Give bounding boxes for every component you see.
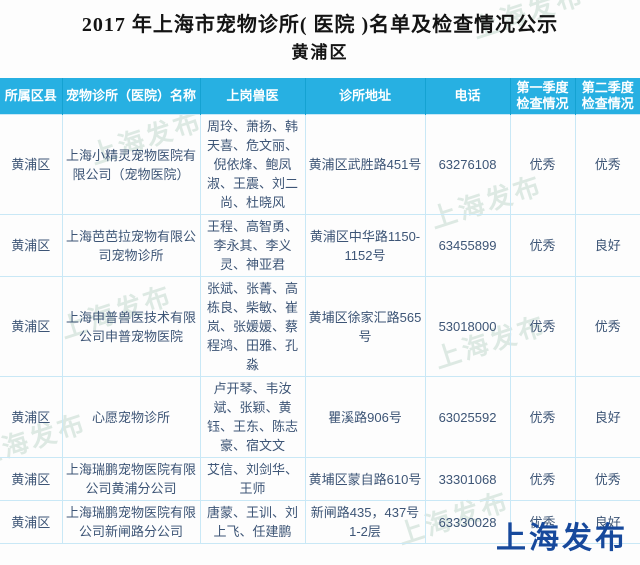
cell-vets: 张斌、张菁、高栋良、柴敏、崔岚、张媛媛、蔡程鸿、田雅、孔淼	[199, 276, 306, 377]
cell-q2: 优秀	[574, 276, 640, 377]
cell-vets: 卢开琴、韦汝斌、张颖、黄钰、王东、陈志豪、宿文文	[199, 376, 306, 458]
title-block: 2017 年上海市宠物诊所( 医院 )名单及检查情况公示 黄浦区	[0, 0, 640, 64]
cell-district: 黄浦区	[0, 500, 63, 544]
cell-address: 黄埔区徐家汇路565号	[304, 276, 426, 377]
cell-address: 黄埔区蒙自路610号	[304, 457, 426, 501]
cell-phone: 63276108	[424, 114, 511, 215]
cell-q1: 优秀	[509, 214, 576, 277]
cell-phone: 63025592	[424, 376, 511, 458]
table-header-row: 所属区县 宠物诊所（医院）名称 上岗兽医 诊所地址 电话 第一季度 检查情况 第…	[0, 78, 640, 115]
cell-q1: 优秀	[509, 457, 576, 501]
header-clinic-name: 宠物诊所（医院）名称	[62, 78, 201, 115]
cell-clinic-name: 上海瑞鹏宠物医院有限公司新闸路分公司	[61, 500, 201, 544]
table-row: 黄浦区 心愿宠物诊所 卢开琴、韦汝斌、张颖、黄钰、王东、陈志豪、宿文文 瞿溪路9…	[0, 376, 640, 458]
cell-phone: 33301068	[424, 457, 511, 501]
cell-clinic-name: 上海申普兽医技术有限公司申普宠物医院	[61, 276, 201, 377]
cell-district: 黄浦区	[0, 376, 63, 458]
table-row: 黄浦区 上海申普兽医技术有限公司申普宠物医院 张斌、张菁、高栋良、柴敏、崔岚、张…	[0, 276, 640, 377]
shanghai-fabu-logo: 上海发布	[496, 522, 628, 555]
cell-district: 黄浦区	[0, 214, 63, 277]
table-row: 黄浦区 上海小精灵宠物医院有限公司（宠物医院） 周玲、萧扬、韩天喜、危文丽、倪依…	[0, 114, 640, 215]
cell-address: 黄浦区武胜路451号	[304, 114, 426, 215]
cell-q2: 良好	[574, 500, 640, 544]
header-q1-inspection: 第一季度 检查情况	[510, 78, 576, 115]
header-phone: 电话	[425, 78, 511, 115]
cell-phone: 63455899	[424, 214, 511, 277]
cell-q1: 优秀	[509, 500, 576, 544]
header-district: 所属区县	[0, 78, 63, 115]
cell-district: 黄浦区	[0, 276, 63, 377]
cell-address: 新闸路435，437号1-2层	[304, 500, 426, 544]
cell-clinic-name: 上海小精灵宠物医院有限公司（宠物医院）	[61, 114, 201, 215]
cell-district: 黄浦区	[0, 114, 63, 215]
cell-q1: 优秀	[509, 376, 576, 458]
cell-q1: 优秀	[509, 276, 576, 377]
cell-district: 黄浦区	[0, 457, 63, 501]
cell-phone: 53018000	[424, 276, 511, 377]
cell-q2: 良好	[574, 214, 640, 277]
page-subtitle-district: 黄浦区	[291, 43, 349, 62]
cell-address: 黄浦区中华路1150-1152号	[304, 214, 426, 277]
cell-address: 瞿溪路906号	[304, 376, 426, 458]
cell-vets: 王程、高智勇、李永其、李义灵、神亚君	[199, 214, 306, 277]
table-row: 黄浦区 上海瑞鹏宠物医院有限公司新闸路分公司 唐蒙、王训、刘上飞、任建鹏 新闸路…	[0, 500, 640, 544]
header-q2-inspection: 第二季度 检查情况	[575, 78, 640, 115]
cell-vets: 艾信、刘剑华、王师	[199, 457, 306, 501]
cell-q2: 优秀	[574, 457, 640, 501]
page-title: 2017 年上海市宠物诊所( 医院 )名单及检查情况公示	[81, 14, 559, 36]
cell-q1: 优秀	[509, 114, 576, 215]
clinic-inspection-table: 所属区县 宠物诊所（医院）名称 上岗兽医 诊所地址 电话 第一季度 检查情况 第…	[0, 78, 640, 544]
cell-vets: 周玲、萧扬、韩天喜、危文丽、倪依烽、鲍凤淑、王震、刘二尚、杜晓风	[199, 114, 306, 215]
cell-clinic-name: 上海芭芭拉宠物有限公司宠物诊所	[61, 214, 201, 277]
table-row: 黄浦区 上海芭芭拉宠物有限公司宠物诊所 王程、高智勇、李永其、李义灵、神亚君 黄…	[0, 214, 640, 277]
cell-q2: 良好	[574, 376, 640, 458]
cell-phone: 63330028	[424, 500, 511, 544]
header-vets: 上岗兽医	[200, 78, 306, 115]
header-address: 诊所地址	[305, 78, 426, 115]
cell-clinic-name: 上海瑞鹏宠物医院有限公司黄浦分公司	[61, 457, 201, 501]
cell-clinic-name: 心愿宠物诊所	[61, 376, 201, 458]
table-row: 黄浦区 上海瑞鹏宠物医院有限公司黄浦分公司 艾信、刘剑华、王师 黄埔区蒙自路61…	[0, 457, 640, 501]
cell-q2: 优秀	[574, 114, 640, 215]
cell-vets: 唐蒙、王训、刘上飞、任建鹏	[199, 500, 306, 544]
